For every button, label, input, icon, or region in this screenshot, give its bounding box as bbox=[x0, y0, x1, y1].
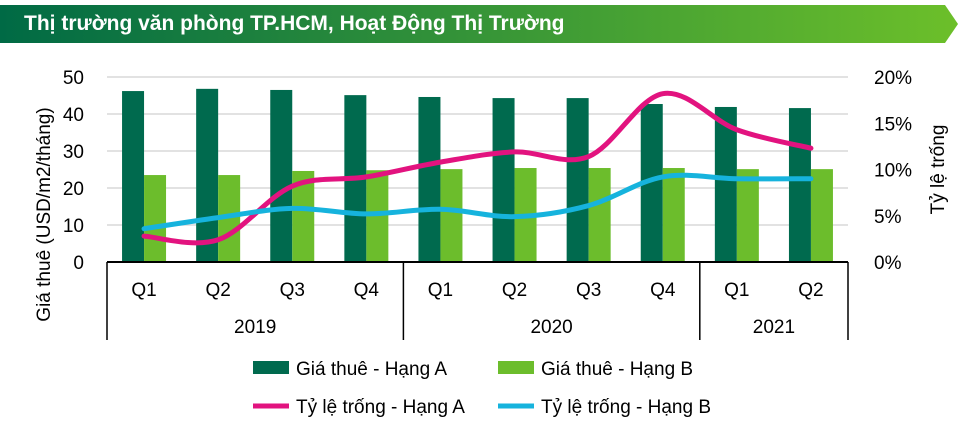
legend-label: Tỷ lệ trống - Hạng A bbox=[296, 397, 465, 418]
line-vacancy-b bbox=[141, 172, 814, 232]
y-tick-label: 40 bbox=[63, 105, 84, 126]
bar-rent-b bbox=[292, 170, 315, 262]
legend-label: Giá thuê - Hạng A bbox=[296, 359, 447, 380]
x-tick-label: Q3 bbox=[576, 280, 601, 301]
x-tick-label: Q1 bbox=[724, 280, 749, 301]
x-tick-label: Q1 bbox=[428, 280, 453, 301]
x-tick-label: Q2 bbox=[205, 280, 230, 301]
y2-tick-label: 5% bbox=[874, 207, 902, 228]
y-tick-label: 20 bbox=[63, 179, 84, 200]
title-banner bbox=[0, 5, 958, 43]
bar-rent-a bbox=[714, 106, 737, 262]
bar-rent-a bbox=[196, 88, 219, 262]
legend-label: Giá thuê - Hạng B bbox=[541, 359, 693, 380]
group-label: 2021 bbox=[753, 317, 795, 338]
bar-rent-a bbox=[270, 89, 293, 262]
chart-title: Thị trường văn phòng TP.HCM, Hoạt Động T… bbox=[24, 12, 565, 35]
x-tick-label: Q2 bbox=[502, 280, 527, 301]
bar-rent-b bbox=[662, 168, 685, 262]
y-axis-title: Giá thuê (USD/m2/tháng) bbox=[34, 107, 55, 321]
bar-rent-b bbox=[736, 169, 759, 262]
bar-rent-b bbox=[588, 168, 611, 262]
legend-label: Tỷ lệ trống - Hạng B bbox=[541, 397, 711, 418]
bar-rent-a bbox=[788, 108, 811, 262]
bar-rent-a bbox=[418, 96, 441, 262]
bar-rent-a bbox=[492, 98, 515, 262]
bar-rent-b bbox=[144, 175, 167, 262]
x-tick-label: Q3 bbox=[280, 280, 305, 301]
bar-rent-b bbox=[366, 170, 389, 262]
x-tick-label: Q1 bbox=[131, 280, 156, 301]
legend-swatch bbox=[498, 361, 534, 374]
bar-rent-a bbox=[122, 91, 145, 262]
x-tick-label: Q2 bbox=[798, 280, 823, 301]
line-vacancy-a bbox=[141, 90, 814, 246]
y2-tick-label: 10% bbox=[874, 161, 912, 182]
group-label: 2019 bbox=[234, 317, 276, 338]
y-tick-label: 10 bbox=[63, 216, 84, 237]
y2-tick-label: 20% bbox=[874, 68, 912, 89]
legend-swatch bbox=[253, 361, 289, 374]
y-tick-label: 50 bbox=[63, 68, 84, 89]
x-tick-label: Q4 bbox=[650, 280, 676, 301]
bar-rent-a bbox=[640, 104, 663, 262]
y2-tick-label: 15% bbox=[874, 114, 912, 135]
y2-axis-title: Tỷ lệ trống bbox=[928, 125, 949, 215]
y-tick-label: 30 bbox=[63, 142, 84, 163]
bar-rent-b bbox=[440, 169, 463, 262]
bar-rent-a bbox=[566, 98, 589, 262]
group-label: 2020 bbox=[530, 317, 572, 338]
x-tick-label: Q4 bbox=[354, 280, 380, 301]
y2-tick-label: 0% bbox=[874, 253, 902, 274]
y-tick-label: 0 bbox=[73, 253, 84, 274]
bar-rent-b bbox=[810, 169, 833, 262]
